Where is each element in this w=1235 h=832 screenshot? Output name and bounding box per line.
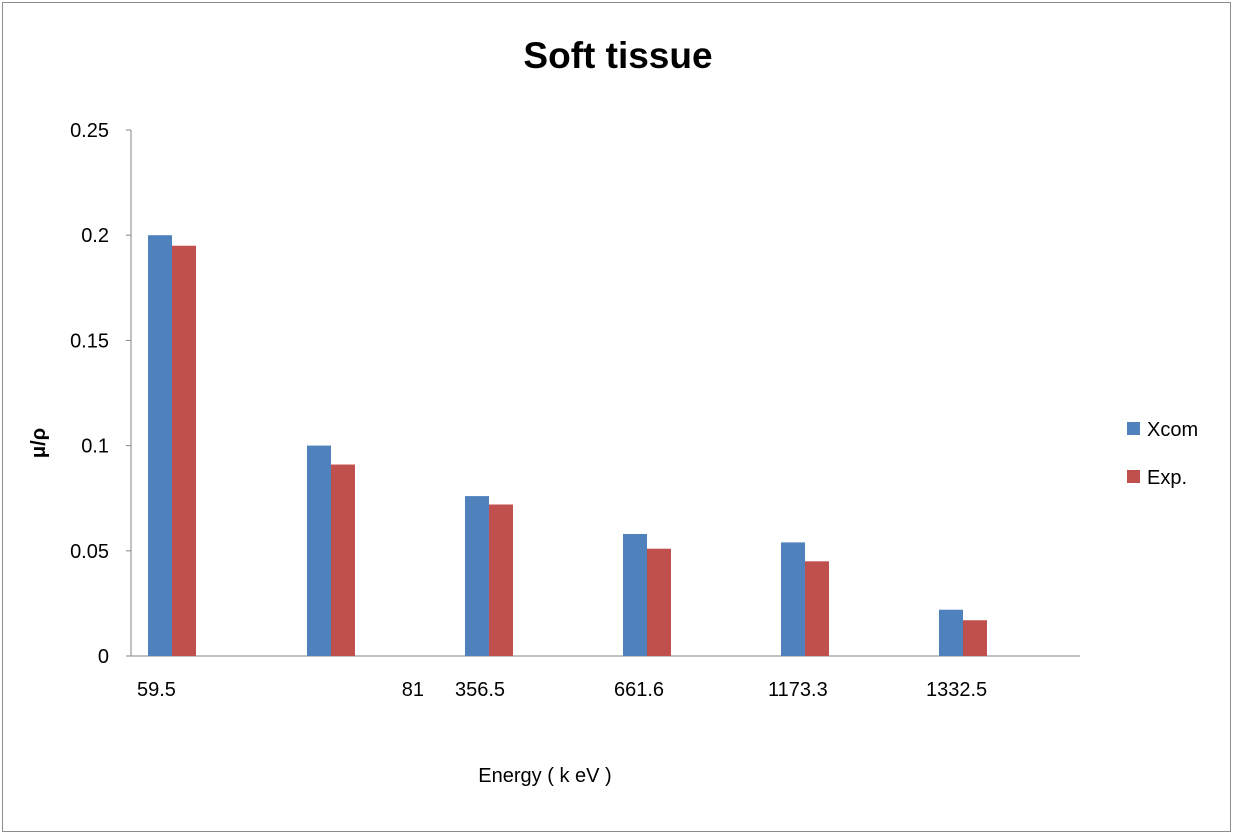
bar-xcom-1332_5 — [939, 609, 963, 656]
bar-exp-661_6 — [647, 548, 671, 656]
bar-exp-356_5 — [489, 504, 513, 656]
bar-exp-81 — [331, 464, 355, 656]
legend: Xcom Exp. — [1127, 419, 1198, 489]
x-tick-label: 1173.3 — [768, 679, 828, 701]
bar-xcom-1173_3 — [781, 542, 805, 656]
y-tick-labels: 0 0.05 0.1 0.15 0.2 0.25 — [70, 120, 131, 668]
y-tick-label: 0.15 — [70, 330, 109, 352]
y-tick-label: 0.05 — [70, 541, 109, 563]
x-axis-label: Energy ( k eV ) — [478, 765, 611, 787]
bar-exp-1173_3 — [805, 561, 829, 656]
legend-label: Exp. — [1147, 467, 1187, 489]
bar-exp-1332_5 — [963, 620, 987, 656]
x-tick-labels: 59.5 81 356.5 661.6 1173.3 1332.5 — [137, 679, 987, 701]
y-tick-label: 0 — [98, 646, 109, 668]
x-tick-label: 1332.5 — [926, 679, 987, 701]
bar-xcom-81 — [307, 445, 331, 656]
bars — [148, 235, 987, 656]
x-tick-label: 661.6 — [614, 679, 664, 701]
legend-label: Xcom — [1147, 419, 1198, 441]
x-tick-label: 59.5 — [137, 679, 176, 701]
x-tick-label: 356.5 — [455, 679, 505, 701]
x-tick-label: 81 — [402, 679, 424, 701]
legend-swatch — [1127, 470, 1140, 483]
bar-xcom-59_5 — [148, 235, 172, 656]
legend-swatch — [1127, 422, 1140, 435]
y-tick-label: 0.1 — [81, 436, 109, 458]
axes — [130, 130, 1080, 657]
bar-exp-59_5 — [172, 245, 196, 656]
y-tick-label: 0.2 — [81, 225, 109, 247]
bar-xcom-356_5 — [465, 496, 489, 656]
y-axis-label: μ/ρ — [28, 428, 50, 458]
chart-title: Soft tissue — [523, 35, 712, 76]
y-tick-label: 0.25 — [70, 120, 109, 142]
bar-xcom-661_6 — [623, 533, 647, 656]
